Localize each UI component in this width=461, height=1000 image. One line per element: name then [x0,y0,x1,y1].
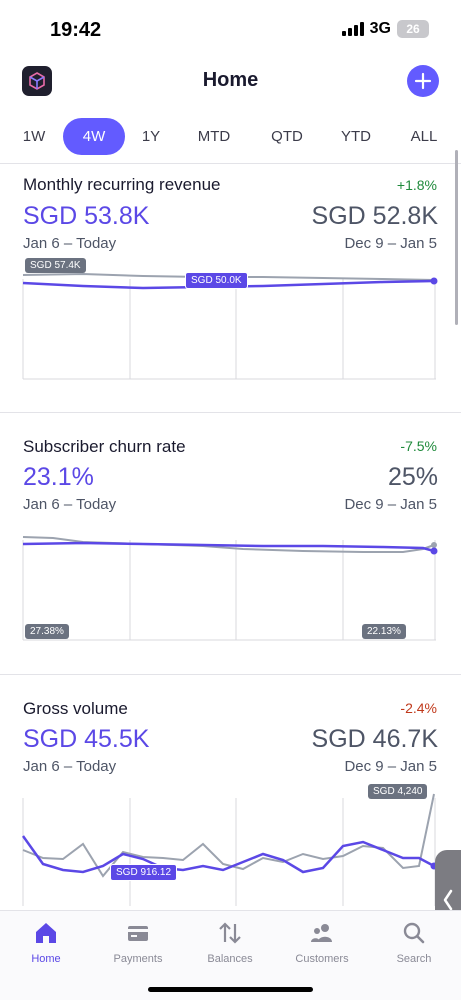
battery-icon: 26 [397,20,429,38]
gross-volume-chart[interactable]: SGD 4,240 SGD 916.12 [21,784,438,906]
previous-value: 25% [387,463,438,491]
chart-min-label: SGD 50.0K [185,272,248,289]
tab-4w[interactable]: 4W [63,118,125,155]
card-divider [0,412,461,413]
nav-payments[interactable]: Payments [92,919,184,965]
nav-label: Home [31,953,61,965]
nav-customers[interactable]: Customers [276,919,368,965]
tab-mtd[interactable]: MTD [197,128,231,145]
page-title: Home [202,69,259,91]
chart-max-label: SGD 4,240 [368,784,428,799]
network-type: 3G [369,20,391,37]
current-range: Jan 6 – Today [23,235,117,252]
search-icon [400,919,428,947]
chart-start-label: 27.38% [25,624,69,639]
bottom-nav: Home Payments Balances [0,910,461,1000]
cube-logo-icon[interactable] [22,66,52,96]
metric-change: +1.8% [396,177,437,193]
balances-icon [216,919,244,947]
previous-value: SGD 46.7K [311,725,438,753]
metric-title: Gross volume [23,699,128,718]
nav-home[interactable]: Home [0,919,92,965]
metric-title: Monthly recurring revenue [23,175,221,194]
chart-max-label: SGD 57.4K [25,258,86,273]
status-time: 19:42 [50,19,102,41]
add-button[interactable] [407,65,439,97]
chart-end-label: 22.13% [362,624,406,639]
metric-card-churn[interactable]: Subscriber churn rate -7.5% 23.1% 25% Ja… [0,428,461,676]
tab-1y[interactable]: 1Y [141,128,161,145]
nav-search[interactable]: Search [368,919,460,965]
previous-range: Dec 9 – Jan 5 [344,496,437,513]
churn-chart[interactable]: 27.38% 22.13% [22,530,438,642]
nav-label: Balances [207,953,253,965]
nav-label: Customers [295,953,349,965]
chevron-left-icon [443,889,453,911]
current-range: Jan 6 – Today [23,758,117,775]
home-indicator [148,987,313,992]
customers-icon [308,919,336,947]
card-divider [0,674,461,675]
tab-ytd[interactable]: YTD [341,128,371,145]
metric-change: -7.5% [400,438,437,454]
previous-range: Dec 9 – Jan 5 [344,235,437,252]
nav-label: Search [396,953,432,965]
tab-all[interactable]: ALL [410,128,438,145]
current-value: SGD 53.8K [23,202,150,230]
time-range-tabs: 1W 4W 1Y MTD QTD YTD ALL [0,112,461,164]
metric-change: -2.4% [400,700,437,716]
status-bar: 19:42 3G 26 [0,0,461,56]
mrr-chart[interactable]: SGD 57.4K SGD 50.0K [22,258,438,381]
home-icon [32,919,60,947]
metric-card-mrr[interactable]: Monthly recurring revenue +1.8% SGD 53.8… [0,165,461,413]
chart-min-label: SGD 916.12 [110,864,178,881]
previous-value: SGD 52.8K [311,202,438,230]
current-value: SGD 45.5K [23,725,150,753]
plus-icon [414,72,432,90]
metric-card-gross-volume[interactable]: Gross volume -2.4% SGD 45.5K SGD 46.7K J… [0,690,461,910]
app-header: Home [0,56,461,108]
tab-1w[interactable]: 1W [22,128,46,145]
previous-range: Dec 9 – Jan 5 [344,758,437,775]
metric-title: Subscriber churn rate [23,437,186,456]
tab-qtd[interactable]: QTD [271,128,303,145]
status-indicators: 3G 26 [341,20,429,38]
current-value: 23.1% [23,463,94,491]
nav-balances[interactable]: Balances [184,919,276,965]
payments-icon [124,919,152,947]
signal-icon [341,22,364,36]
current-range: Jan 6 – Today [23,496,117,513]
nav-label: Payments [113,953,163,965]
scrollbar[interactable] [455,150,458,325]
